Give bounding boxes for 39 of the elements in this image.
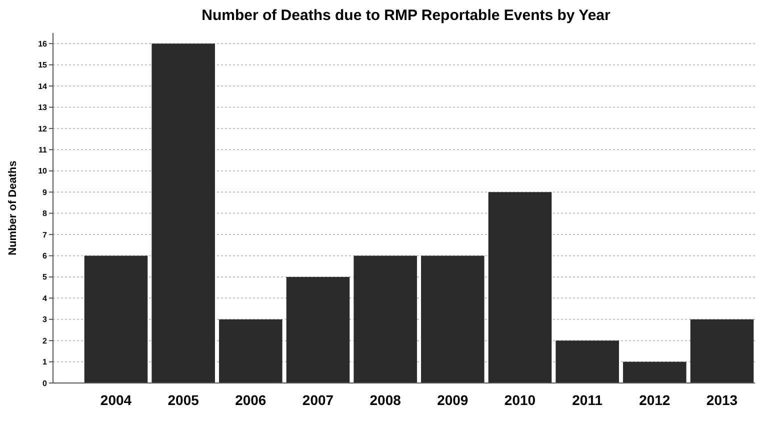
y-tick-label: 10 [38,166,48,176]
x-tick-label: 2008 [370,392,402,408]
y-axis-title: Number of Deaths [7,160,19,256]
y-tick-label: 7 [42,230,48,240]
x-tick-label: 2006 [235,392,266,408]
bar [219,319,282,383]
y-tick-label: 13 [38,103,48,112]
y-tick-label: 14 [38,82,48,91]
bar [354,256,417,383]
bar [488,192,552,383]
y-tick-label: 11 [38,145,48,154]
y-tick-label: 8 [42,209,48,218]
y-tick-label: 12 [38,124,48,134]
x-tick-label: 2013 [706,392,738,408]
y-tick-label: 15 [38,60,48,70]
x-tick-label: 2011 [572,392,603,408]
bar [286,276,350,383]
x-tick-label: 2005 [168,392,200,408]
y-tick-label: 4 [42,294,48,303]
bar [84,256,148,383]
x-tick-label: 2010 [504,392,536,408]
y-tick-label: 9 [42,188,48,197]
y-tick-label: 6 [42,252,48,261]
y-tick-label: 2 [42,336,48,346]
x-tick-label: 2012 [639,392,670,408]
bar [623,362,686,383]
y-tick-label: 0 [42,378,48,388]
bar [690,319,754,383]
x-tick-label: 2009 [437,392,468,408]
bar [421,256,484,383]
bar [556,340,619,383]
y-tick-label: 3 [42,315,48,324]
y-tick-label: 5 [42,272,48,282]
y-tick-label: 16 [38,39,48,48]
x-tick-label: 2004 [100,392,132,408]
y-tick-label: 1 [42,358,48,367]
x-tick-label: 2007 [302,392,334,408]
chart-title: Number of Deaths due to RMP Reportable Events by Year [202,7,611,24]
bar [152,44,215,383]
